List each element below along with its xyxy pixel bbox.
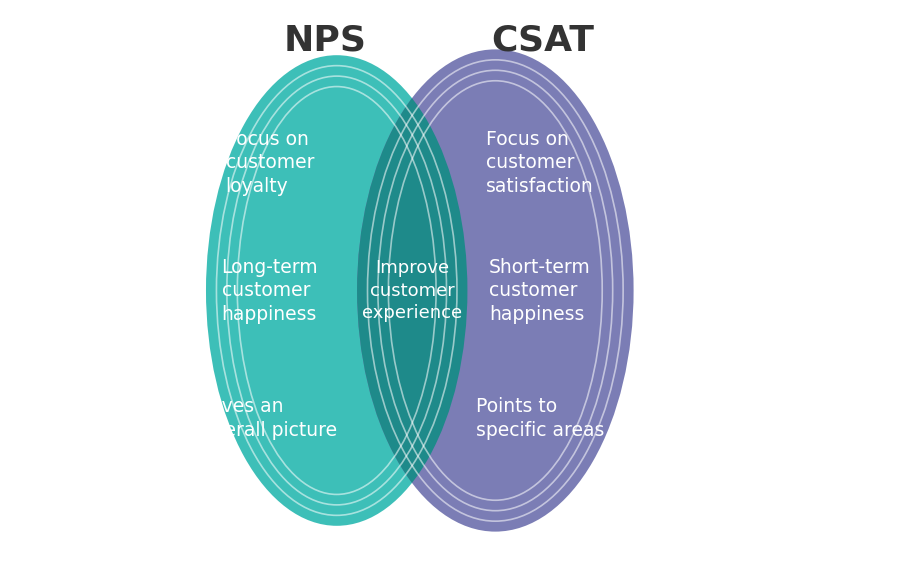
Text: Short-term
customer
happiness: Short-term customer happiness xyxy=(490,257,591,324)
Text: NPS: NPS xyxy=(284,24,366,58)
Text: CSAT: CSAT xyxy=(491,24,595,58)
Ellipse shape xyxy=(206,55,467,526)
Ellipse shape xyxy=(206,55,467,526)
Text: Points to
specific areas: Points to specific areas xyxy=(476,397,604,440)
Ellipse shape xyxy=(357,49,634,532)
Text: Improve
customer
experience: Improve customer experience xyxy=(362,259,463,322)
Text: Focus on
customer
satisfaction: Focus on customer satisfaction xyxy=(486,130,594,196)
Text: Long-term
customer
happiness: Long-term customer happiness xyxy=(221,257,319,324)
Ellipse shape xyxy=(357,49,634,532)
Text: Gives an
overall picture: Gives an overall picture xyxy=(202,397,338,440)
Text: Focus on
customer
loyalty: Focus on customer loyalty xyxy=(226,130,314,196)
